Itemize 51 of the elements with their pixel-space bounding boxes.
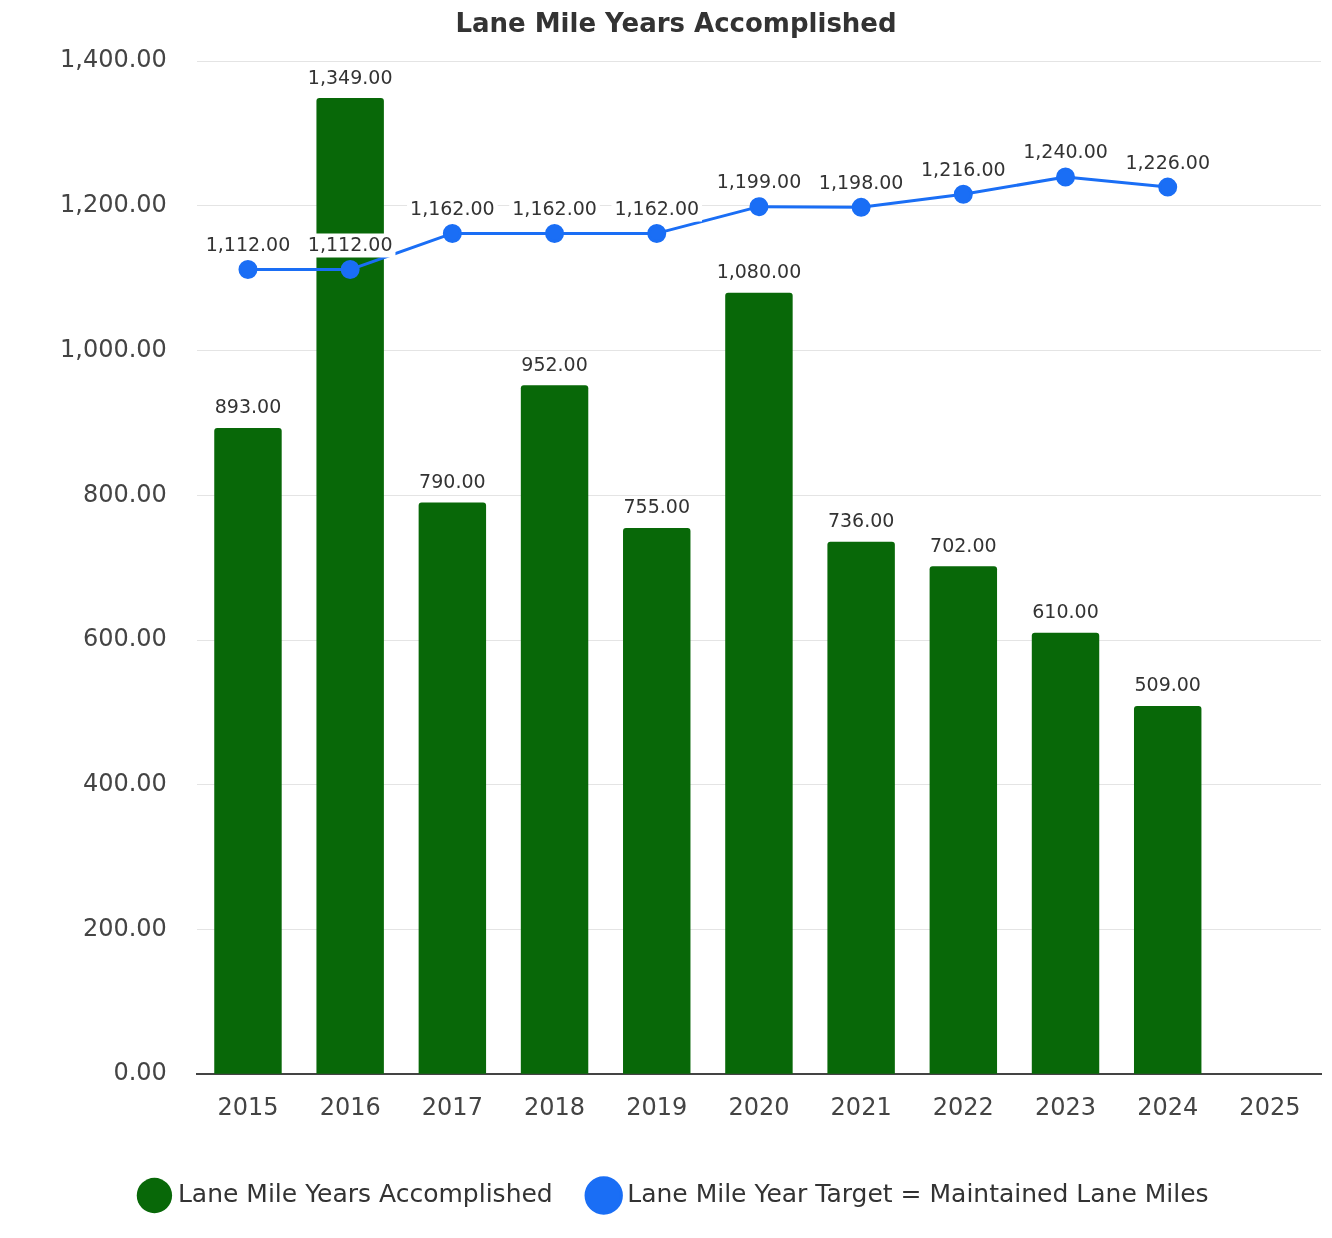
x-tick-label: 2023 [1034,1092,1097,1121]
y-tick-label: 400.00 [82,769,167,798]
y-tick-label: 1,200.00 [60,190,167,219]
data-label: 1,162.00 [614,196,700,219]
bar [1133,705,1202,1074]
bar [418,502,487,1074]
data-label: 1,226.00 [1125,150,1211,173]
data-label: 1,240.00 [1023,140,1108,163]
data-label: 1,199.00 [716,170,802,193]
data-label: 893.00 [214,395,282,418]
data-label: 1,162.00 [512,196,597,219]
bar [623,527,691,1074]
x-tick-label: 2015 [217,1092,279,1121]
x-tick-label: 2020 [728,1092,790,1121]
x-tick-label: 2024 [1137,1092,1199,1121]
data-label: 702.00 [930,533,997,556]
chart-title: Lane Mile Years Accomplished [455,8,897,39]
data-label: 755.00 [623,495,690,518]
data-label: 1,349.00 [307,65,393,88]
x-tick-label: 2025 [1239,1092,1301,1121]
y-tick-label: 200.00 [82,913,167,942]
bar [929,566,998,1074]
data-label: 1,112.00 [205,233,291,256]
data-label: 610.00 [1032,600,1099,623]
bar [827,541,895,1074]
data-label: 952.00 [521,352,588,375]
x-tick-label: 2021 [830,1092,892,1121]
x-tick-label: 2022 [932,1092,994,1121]
y-tick-label: 1,400.00 [60,45,167,74]
data-label: 1,216.00 [921,157,1006,180]
legend-label: Lane Mile Year Target = Maintained Lane Miles [627,1179,1209,1208]
data-label: 1,162.00 [410,196,495,219]
data-label: 790.00 [419,470,486,493]
data-label: 1,198.00 [818,170,904,193]
data-label: 1,112.00 [307,233,393,256]
x-tick-label: 2018 [524,1092,586,1121]
x-tick-label: 2016 [319,1092,381,1121]
x-tick-label: 2017 [421,1092,483,1121]
bar [520,385,589,1074]
x-tick-label: 2019 [626,1092,688,1121]
data-label: 736.00 [827,509,895,532]
y-tick-label: 1,000.00 [60,334,167,363]
bar [725,292,793,1074]
data-label: 1,080.00 [716,260,802,283]
y-tick-label: 800.00 [82,479,167,508]
legend-label: Lane Mile Years Accomplished [177,1179,553,1208]
y-tick-label: 0.00 [113,1058,167,1087]
data-label: 509.00 [1134,673,1201,696]
bar [214,428,282,1074]
y-tick-label: 600.00 [82,624,167,653]
bar [1031,632,1100,1074]
